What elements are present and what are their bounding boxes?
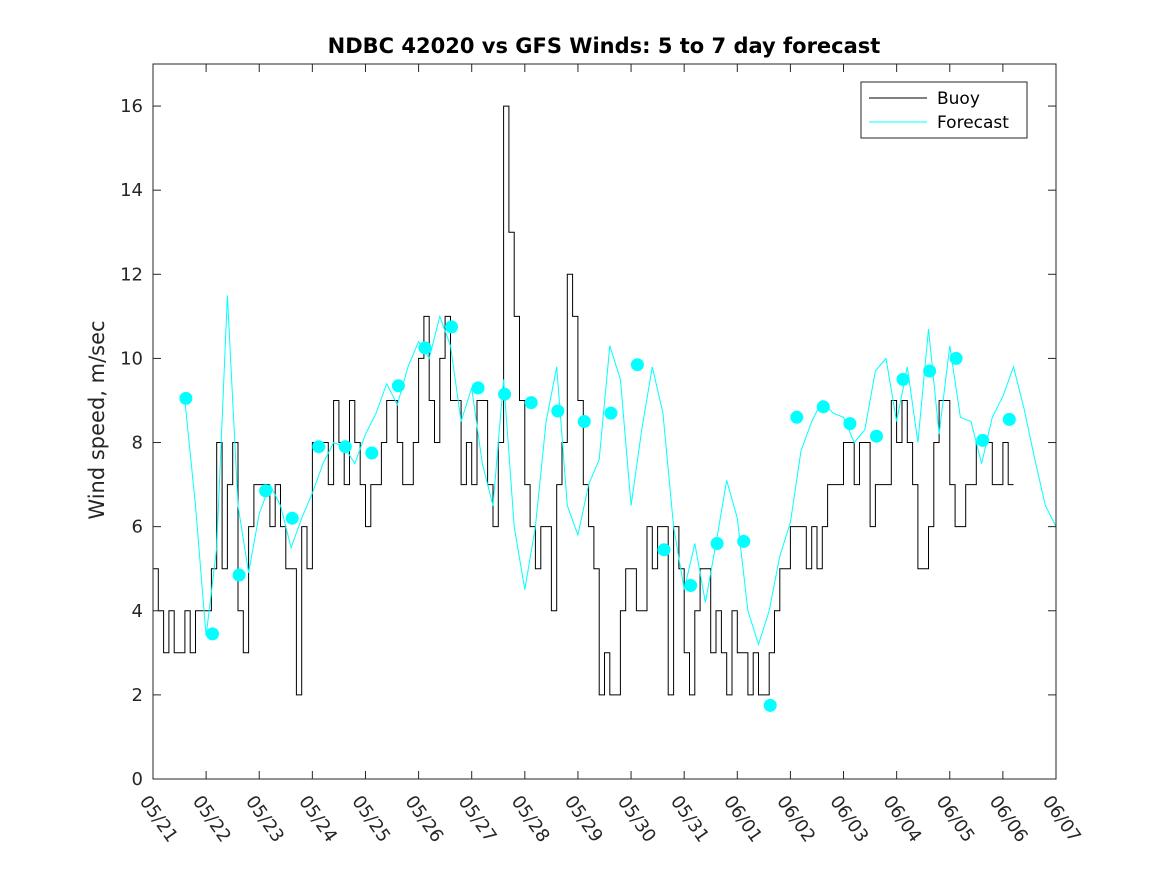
x-tick-label: 06/07 (1038, 792, 1085, 847)
x-tick-label: 06/06 (985, 792, 1032, 847)
forecast-point (763, 698, 777, 712)
x-tick-label: 06/02 (772, 792, 819, 847)
forecast-point (604, 406, 618, 420)
forecast-point (577, 415, 591, 428)
plot-frame (152, 63, 1057, 780)
x-tick-label: 05/27 (454, 792, 501, 847)
forecast-point (365, 446, 379, 460)
y-tick-label: 4 (132, 601, 143, 622)
forecast-point (976, 433, 990, 447)
legend-label-buoy: Buoy (937, 89, 980, 109)
y-tick-label: 6 (132, 517, 143, 538)
forecast-point (391, 379, 405, 393)
y-tick-label: 2 (132, 685, 143, 706)
forecast-point (285, 511, 299, 525)
x-tick-label: 06/04 (879, 792, 926, 847)
legend: Buoy Forecast (860, 81, 1028, 139)
x-tick-label: 05/22 (188, 792, 235, 847)
x-tick-label: 05/21 (135, 792, 182, 847)
y-axis-label: Wind speed, m/sec (85, 320, 109, 519)
y-tick-label: 10 (120, 348, 143, 369)
forecast-point (312, 440, 326, 454)
x-tick-label: 05/28 (507, 792, 554, 847)
x-tick-label: 06/05 (932, 792, 979, 847)
forecast-point (1002, 412, 1016, 426)
forecast-point (684, 579, 698, 592)
forecast-point (630, 358, 644, 372)
x-tick-label: 05/23 (241, 792, 288, 847)
x-tick-label: 05/26 (400, 792, 447, 847)
x-tick-label: 05/29 (560, 792, 607, 847)
forecast-point (259, 484, 273, 498)
y-axis-ticks: 0 2 4 6 8 10 12 14 16 (120, 96, 1056, 790)
x-tick-label: 06/01 (719, 792, 766, 847)
y-tick-label: 16 (120, 96, 143, 117)
forecast-point (816, 400, 830, 414)
forecast-point (923, 364, 937, 378)
forecast-point (551, 404, 565, 418)
forecast-point (418, 341, 432, 355)
forecast-point (445, 320, 458, 334)
legend-label-forecast: Forecast (937, 113, 1009, 133)
forecast-point (232, 568, 246, 582)
series-layer (153, 105, 1057, 712)
x-tick-label: 05/25 (347, 792, 394, 847)
forecast-point (179, 391, 193, 405)
series-line-buoy (153, 105, 1014, 696)
forecast-point (498, 387, 512, 401)
legend-box (860, 81, 1028, 139)
y-tick-label: 0 (132, 769, 143, 790)
x-tick-label: 05/24 (294, 792, 341, 847)
forecast-point (843, 417, 857, 431)
forecast-point (338, 440, 352, 454)
forecast-point (870, 429, 883, 443)
forecast-point (896, 372, 910, 386)
forecast-point (790, 410, 804, 424)
chart-title: NDBC 42020 vs GFS Winds: 5 to 7 day fore… (328, 34, 881, 58)
forecast-point (471, 381, 485, 395)
forecast-point (949, 351, 963, 365)
forecast-point (524, 396, 538, 410)
forecast-point (737, 534, 751, 548)
series-line-forecast (184, 295, 1057, 647)
x-tick-label: 05/31 (666, 792, 713, 847)
y-tick-label: 14 (120, 180, 143, 201)
x-tick-label: 06/03 (825, 792, 872, 847)
forecast-point (657, 543, 671, 557)
x-tick-label: 05/30 (613, 792, 660, 847)
y-tick-label: 8 (132, 433, 143, 454)
forecast-point (710, 537, 724, 550)
forecast-point (206, 627, 219, 641)
y-tick-label: 12 (120, 264, 143, 285)
